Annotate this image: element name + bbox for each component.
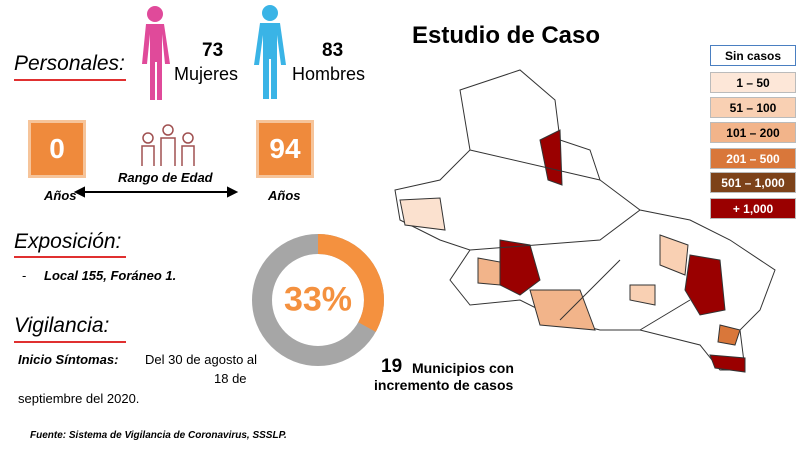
- underline: [14, 256, 126, 258]
- bullet: -: [22, 268, 27, 283]
- woman-icon: [142, 6, 170, 100]
- section-label: Exposición:: [14, 230, 122, 253]
- underline: [14, 79, 126, 81]
- donut-segment: [252, 234, 384, 366]
- title: Estudio de Caso: [412, 22, 601, 49]
- men-count: 83: [322, 40, 344, 61]
- men-label: Hombres: [292, 64, 366, 84]
- age-min: 0: [28, 120, 86, 178]
- group-icon: [141, 124, 195, 166]
- age-range-label: Rango de Edad: [118, 170, 213, 185]
- donut: [252, 234, 384, 366]
- legend-item: + 1,000: [710, 198, 796, 219]
- legend-item: 201 – 500: [710, 148, 796, 169]
- donut-label: 33%: [283, 280, 353, 319]
- age-unit: Años: [44, 188, 77, 203]
- section-label: Personales:: [14, 52, 125, 75]
- municipios-count: 19: [381, 356, 403, 377]
- legend-item: 1 – 50: [710, 72, 796, 93]
- legend-item: Sin casos: [710, 45, 796, 66]
- age-unit: Años: [268, 188, 301, 203]
- women-label: Mujeres: [174, 64, 239, 84]
- exposure-text: Local 155, Foráneo 1.: [44, 268, 177, 283]
- age-arrow: [73, 186, 239, 198]
- legend-item: 501 – 1,000: [710, 172, 796, 193]
- onset-text: 18 de: [214, 371, 247, 386]
- legend-item: 101 – 200: [710, 122, 796, 143]
- onset-label: Inicio Síntomas:: [18, 352, 119, 367]
- legend-item: 51 – 100: [710, 97, 796, 118]
- footer-source: Fuente: Sistema de Vigilancia de Coronav…: [30, 430, 287, 441]
- onset-text: Del 30 de agosto al: [145, 352, 258, 367]
- age-max: 94: [256, 120, 314, 178]
- onset-text: septiembre del 2020.: [18, 391, 140, 406]
- municipios-text: incremento de casos: [374, 377, 514, 393]
- women-count: 73: [202, 40, 224, 61]
- underline: [14, 341, 126, 343]
- section-label: Vigilancia:: [14, 314, 110, 337]
- map: [394, 69, 776, 373]
- municipios-text: Municipios con: [412, 360, 514, 376]
- man-icon: [254, 5, 286, 99]
